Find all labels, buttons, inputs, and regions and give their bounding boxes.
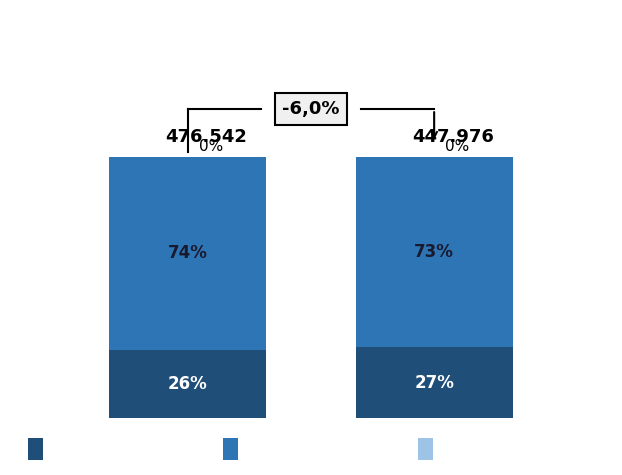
- Text: 0%: 0%: [199, 139, 223, 154]
- Text: 0%: 0%: [445, 139, 470, 154]
- Bar: [356, 157, 513, 348]
- Text: 447.976: 447.976: [412, 128, 494, 146]
- Text: -6,0%: -6,0%: [282, 100, 340, 118]
- Text: Produto em Processo: Produto em Processo: [244, 444, 360, 454]
- Text: Produto Acabado: Produto Acabado: [49, 444, 144, 454]
- Bar: [29, 438, 43, 460]
- Text: 476.542: 476.542: [165, 128, 248, 146]
- Bar: [109, 157, 266, 350]
- Text: Matéria-Prima: Matéria-Prima: [439, 444, 517, 454]
- Text: 73%: 73%: [414, 243, 454, 261]
- Bar: [356, 348, 513, 418]
- Bar: [223, 438, 238, 460]
- Text: 74%: 74%: [168, 245, 208, 262]
- Text: 26%: 26%: [168, 375, 208, 393]
- Bar: [418, 438, 433, 460]
- Text: 27%: 27%: [414, 374, 454, 392]
- Bar: [109, 350, 266, 418]
